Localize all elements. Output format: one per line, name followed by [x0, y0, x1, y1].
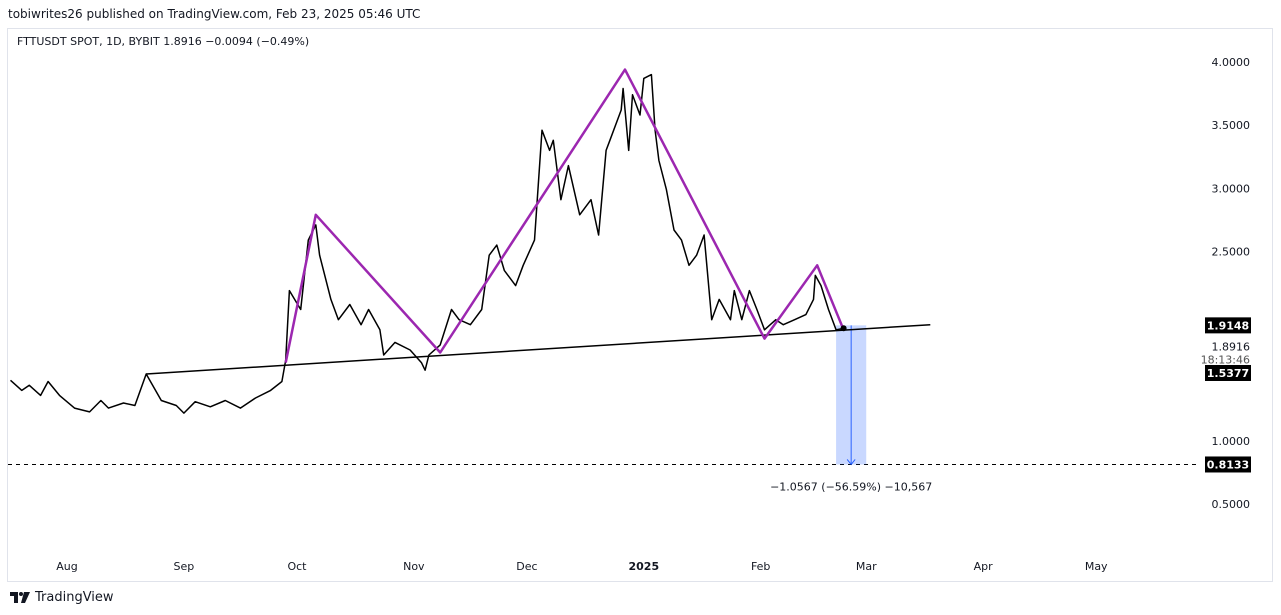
bar-countdown: 18:13:46	[1201, 353, 1250, 366]
last-price-dot	[840, 325, 847, 332]
neckline	[146, 323, 931, 375]
tradingview-logo-icon	[10, 591, 30, 603]
publish-header: tobiwrites26 published on TradingView.co…	[8, 7, 421, 21]
symbol-legend: FTTUSDT SPOT, 1D, BYBIT 1.8916 −0.0094 (…	[17, 35, 310, 48]
x-tick-label: Mar	[856, 560, 877, 573]
y-tick-label: 4.0000	[1212, 56, 1251, 69]
x-tick-label: Nov	[403, 560, 425, 573]
x-tick-label: Feb	[751, 560, 770, 573]
x-tick-label: 2025	[628, 560, 659, 573]
y-tick-label: 3.5000	[1212, 119, 1251, 132]
x-tick-label: May	[1085, 560, 1108, 573]
price-label-box	[1205, 456, 1251, 473]
chart-frame	[7, 28, 1273, 582]
price-line	[10, 73, 844, 414]
y-tick-label: 0.5000	[1212, 498, 1251, 511]
projection-label: −1.0567 (−56.59%) −10,567	[770, 480, 932, 493]
head-shoulders-pattern	[284, 68, 845, 363]
tradingview-footer[interactable]: TradingView	[10, 590, 114, 605]
price-label-box	[1205, 317, 1251, 334]
y-tick-label: 1.0000	[1212, 435, 1251, 448]
price-label: 1.5377	[1207, 367, 1249, 380]
x-tick-label: Aug	[56, 560, 77, 573]
x-tick-label: Oct	[287, 560, 307, 573]
price-label: 0.8133	[1207, 458, 1249, 471]
x-tick-label: Apr	[974, 560, 994, 573]
price-label-box	[1205, 364, 1251, 381]
price-label: 1.9148	[1207, 319, 1249, 332]
projection-arrowhead	[846, 459, 856, 466]
y-tick-label: 2.5000	[1212, 245, 1251, 258]
brand-name: TradingView	[35, 590, 114, 605]
x-tick-label: Dec	[516, 560, 537, 573]
x-tick-label: Sep	[174, 560, 195, 573]
y-tick-label: 3.0000	[1212, 182, 1251, 195]
last-price-label: 1.8916	[1212, 340, 1251, 353]
